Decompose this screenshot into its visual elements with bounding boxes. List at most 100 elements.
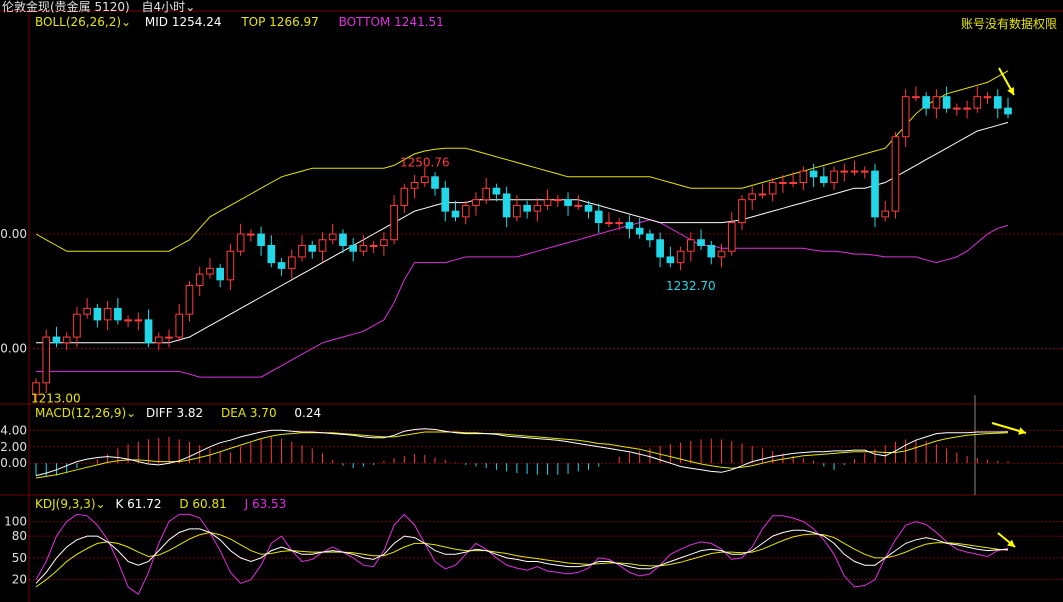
candle: [513, 204, 521, 218]
candle: [420, 176, 429, 184]
kdj-d-line: [35, 531, 1009, 588]
candle: [32, 382, 40, 395]
chevron-down-icon: ⌄: [95, 497, 106, 511]
chevron-down-icon: ⌄: [126, 406, 137, 420]
candle: [154, 336, 163, 344]
kdj-tick-label: 100: [4, 515, 27, 529]
candle: [144, 319, 153, 344]
macd-panel: [35, 428, 1009, 479]
trend-arrowhead-icon: [1018, 427, 1026, 435]
candle: [850, 170, 859, 173]
trend-arrows: [991, 67, 1027, 548]
trend-arrowhead-icon: [1007, 87, 1014, 95]
period-selector[interactable]: 自4小时⌄: [142, 0, 196, 14]
candle: [287, 256, 296, 269]
boll-mid-readout: MID 1254.24: [144, 15, 222, 29]
candle: [799, 170, 808, 184]
candle: [942, 96, 951, 109]
candle: [308, 244, 317, 252]
candle: [349, 244, 358, 252]
candle: [973, 96, 982, 109]
candle: [380, 239, 388, 246]
candle: [881, 210, 890, 218]
candle: [615, 222, 624, 225]
macd-dea-line: [35, 431, 1009, 479]
candle: [492, 187, 501, 195]
candle: [676, 250, 685, 264]
price-tick-label: 40.00: [0, 227, 27, 241]
candle: [707, 244, 716, 258]
candle: [758, 193, 767, 196]
candle: [502, 193, 511, 218]
candle: [717, 250, 726, 258]
instrument-title[interactable]: 伦敦金现(贵金属 5120): [2, 0, 130, 14]
candle: [953, 107, 961, 110]
candle: [820, 176, 828, 184]
candle: [748, 193, 757, 201]
candle: [267, 244, 276, 264]
macd-value-readout: 0.24: [294, 406, 322, 420]
candle: [830, 170, 838, 184]
candle: [185, 285, 194, 315]
candle: [727, 222, 736, 252]
candle: [369, 244, 378, 247]
candle: [216, 267, 224, 281]
candle: [543, 199, 552, 206]
candle: [134, 319, 143, 322]
candle: [993, 96, 1002, 109]
candle: [257, 233, 265, 246]
candle: [328, 233, 337, 241]
kdj-tick-label: 50: [12, 551, 27, 565]
candle: [236, 233, 245, 252]
candle: [656, 239, 664, 258]
candle: [871, 170, 879, 218]
trend-arrowhead-icon: [1007, 539, 1015, 547]
candle: [768, 182, 777, 195]
candle: [400, 187, 409, 206]
boll-indicator-label[interactable]: BOLL(26,26,2)⌄: [35, 15, 132, 29]
kdj-tick-label: 20: [12, 573, 27, 587]
candle: [860, 170, 869, 173]
candle: [605, 222, 613, 225]
macd-tick-label: 0.00: [0, 456, 27, 470]
macd-indicator-label[interactable]: MACD(12,26,9)⌄: [35, 406, 137, 420]
kdj-indicator-label[interactable]: KDJ(9,3,3)⌄: [35, 497, 106, 511]
boll-top-line: [35, 70, 1009, 252]
price-extreme-label: 1213.00: [31, 392, 81, 406]
candle: [195, 273, 204, 287]
kdj-panel: [35, 513, 1009, 595]
candle: [83, 307, 91, 315]
candle: [594, 210, 603, 224]
candle: [553, 199, 562, 202]
candle: [983, 96, 992, 99]
candle: [625, 222, 634, 229]
macd-tick-label: 2.00: [0, 440, 27, 454]
chevron-down-icon: ⌄: [185, 0, 196, 14]
data-permission-notice: 账号没有数据权限: [961, 17, 1058, 31]
candle: [93, 307, 102, 321]
candle: [697, 239, 705, 246]
kdj-j-line: [35, 513, 1009, 595]
candle: [247, 233, 255, 236]
boll-bottom-line: [36, 219, 1009, 378]
candle: [789, 182, 797, 185]
candle: [103, 307, 112, 321]
kdj-k-line: [35, 528, 1009, 584]
candle: [298, 244, 306, 258]
price-tick-label: 20.00: [0, 341, 27, 355]
candle: [52, 336, 61, 344]
candle: [932, 96, 941, 109]
candle: [277, 262, 286, 269]
candle: [226, 250, 235, 281]
candle: [482, 187, 491, 201]
candle: [62, 336, 71, 344]
kdj-j-readout: J 63.53: [244, 497, 287, 511]
candle: [533, 204, 542, 212]
candle: [359, 244, 368, 252]
candle: [124, 319, 132, 322]
candle: [165, 336, 173, 339]
kdj-k-readout: K 61.72: [115, 497, 162, 511]
